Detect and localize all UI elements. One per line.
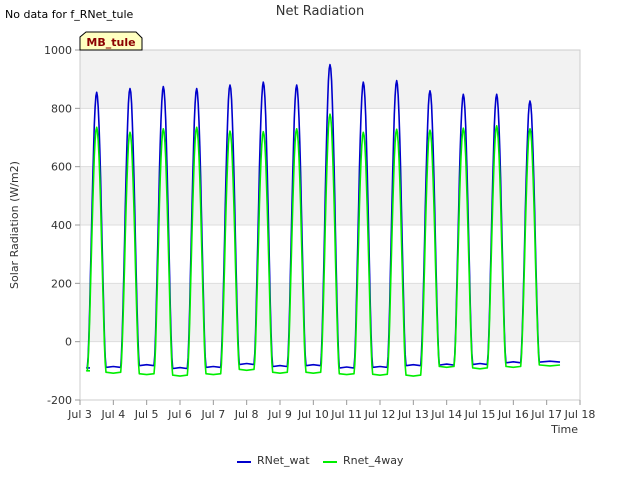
y-tick-label: -200 <box>47 394 72 407</box>
x-tick-label: Jul 12 <box>364 408 396 421</box>
y-tick-label: 200 <box>51 277 72 290</box>
site-badge: MB_tule <box>79 31 143 51</box>
x-tick-label: Jul 14 <box>430 408 462 421</box>
x-tick-label: Jul 8 <box>234 408 259 421</box>
x-tick-label: Jul 5 <box>134 408 159 421</box>
badge-shape <box>79 31 143 51</box>
y-tick-label: 0 <box>65 336 72 349</box>
x-tick-label: Jul 18 <box>564 408 596 421</box>
plot-band <box>80 50 580 109</box>
x-tick-label: Jul 7 <box>200 408 225 421</box>
x-tick-label: Jul 10 <box>297 408 329 421</box>
plot-band <box>80 108 580 167</box>
y-tick-label: 800 <box>51 102 72 115</box>
plot-band <box>80 166 580 225</box>
plot-band <box>80 341 580 400</box>
badge-label: MB_tule <box>86 36 135 49</box>
series-layer <box>85 63 561 377</box>
x-tick-label: Jul 13 <box>397 408 429 421</box>
x-tick-label: Jul 6 <box>167 408 192 421</box>
legend: RNet_wat Rnet_4way <box>237 454 404 467</box>
x-tick-label: Jul 4 <box>100 408 125 421</box>
legend-label-rnet-wat: RNet_wat <box>257 454 310 467</box>
no-data-note: No data for f_RNet_tule <box>5 8 134 21</box>
chart-title: Net Radiation <box>276 4 364 19</box>
x-tick-label: Jul 15 <box>464 408 496 421</box>
x-tick-label: Jul 3 <box>67 408 92 421</box>
series-line-rnet-4way <box>85 113 561 377</box>
plot-bands <box>80 50 580 400</box>
x-tick-label: Jul 17 <box>530 408 562 421</box>
plot-band <box>80 225 580 284</box>
x-axis-ticks: Jul 3 Jul 4 Jul 5 Jul 6 Jul 7 Jul 8 Jul 9 Jul 1… <box>67 400 595 421</box>
y-tick-label: 600 <box>51 161 72 174</box>
y-axis-ticks: -200 0 200 400 600 800 1000 <box>44 44 80 407</box>
plot-band <box>80 283 580 342</box>
legend-label-rnet-4way: Rnet_4way <box>343 454 404 467</box>
y-tick-label: 400 <box>51 219 72 232</box>
x-axis-label: Time <box>550 423 578 436</box>
x-tick-label: Jul 16 <box>497 408 529 421</box>
x-tick-label: Jul 9 <box>267 408 292 421</box>
x-tick-label: Jul 11 <box>330 408 362 421</box>
y-axis-label: Solar Radiation (W/m2) <box>8 161 21 289</box>
y-tick-label: 1000 <box>44 44 72 57</box>
